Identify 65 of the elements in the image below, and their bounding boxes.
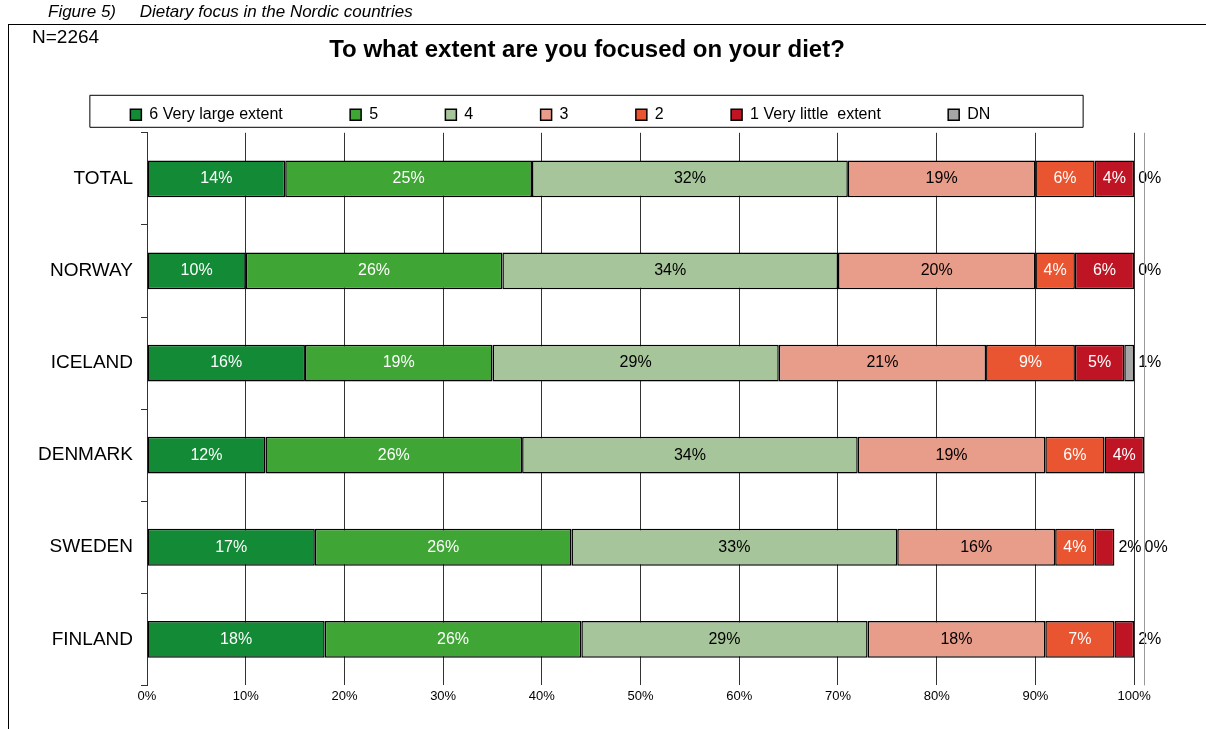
data-label: 0% (1138, 169, 1162, 187)
x-tick-label: 20% (331, 687, 358, 703)
y-tick-label: FINLAND (51, 627, 134, 649)
data-label: 34% (654, 261, 687, 279)
data-label: 16% (960, 537, 993, 555)
data-label: 25% (392, 169, 425, 187)
data-label: 4% (1043, 261, 1067, 279)
x-tick-label: 0% (137, 687, 157, 703)
legend-label: 6 Very large extent (149, 105, 337, 123)
data-label: 18% (220, 629, 253, 647)
data-label: 21% (866, 353, 899, 371)
x-tick-label: 50% (627, 687, 655, 703)
data-label: 17% (215, 537, 248, 555)
data-label: 4% (1102, 169, 1126, 187)
y-tick-label: TOTAL (73, 167, 134, 189)
legend-label: 5 (369, 105, 432, 123)
chart-title: To what extent are you focused on your diet? (329, 35, 845, 63)
data-label: 12% (190, 445, 223, 463)
data-label: 26% (427, 537, 460, 555)
data-label: 0% (1138, 261, 1162, 279)
data-label: 6% (1092, 261, 1117, 279)
y-tick-label: ICELAND (50, 351, 134, 373)
data-label: 14% (200, 169, 233, 187)
data-label: 6% (1053, 169, 1077, 187)
legend-label: DN (967, 105, 1044, 123)
legend-label: 3 (559, 105, 622, 123)
y-tick-label: DENMARK (37, 443, 134, 465)
legend-label: 1 Very little extent (750, 105, 935, 123)
x-tick-label: 80% (923, 687, 951, 703)
x-tick-label: 70% (824, 687, 852, 703)
y-tick-label: SWEDEN (49, 535, 134, 557)
y-tick-label: NORWAY (49, 259, 134, 281)
data-label: 26% (437, 629, 470, 647)
data-label: 34% (673, 445, 706, 463)
data-label: 1% (1138, 353, 1162, 371)
data-label: 5% (1088, 353, 1112, 371)
data-label: 29% (708, 629, 741, 647)
data-label: 26% (377, 445, 410, 463)
x-tick-label: 100% (1117, 687, 1152, 703)
data-label: 29% (619, 353, 652, 371)
data-label: 19% (382, 353, 415, 371)
data-label: 32% (673, 169, 706, 187)
data-label: 33% (718, 537, 751, 555)
legend-label: 4 (464, 105, 527, 123)
data-label: 4% (1063, 537, 1087, 555)
data-label: 6% (1063, 445, 1087, 463)
x-tick-label: 30% (430, 687, 457, 703)
data-label: 20% (920, 261, 953, 279)
data-label: 9% (1018, 353, 1043, 371)
x-tick-label: 40% (528, 687, 556, 703)
data-label: 26% (358, 261, 391, 279)
x-tick-label: 10% (232, 687, 260, 703)
caption: Figure 5) Dietary focus in the Nordic countries (48, 2, 413, 22)
data-label: 19% (925, 169, 958, 187)
legend-label: 2 (654, 105, 718, 123)
data-label: 0% (1144, 537, 1168, 555)
x-tick-label: 90% (1022, 687, 1049, 703)
data-label: 16% (210, 353, 243, 371)
data-label: 4% (1112, 445, 1136, 463)
text: N=2264 (32, 26, 100, 48)
data-label: 18% (940, 629, 973, 647)
x-tick-label: 60% (726, 687, 753, 703)
data-label: 7% (1068, 629, 1092, 647)
data-label: 19% (935, 445, 968, 463)
data-label: 10% (180, 261, 213, 279)
